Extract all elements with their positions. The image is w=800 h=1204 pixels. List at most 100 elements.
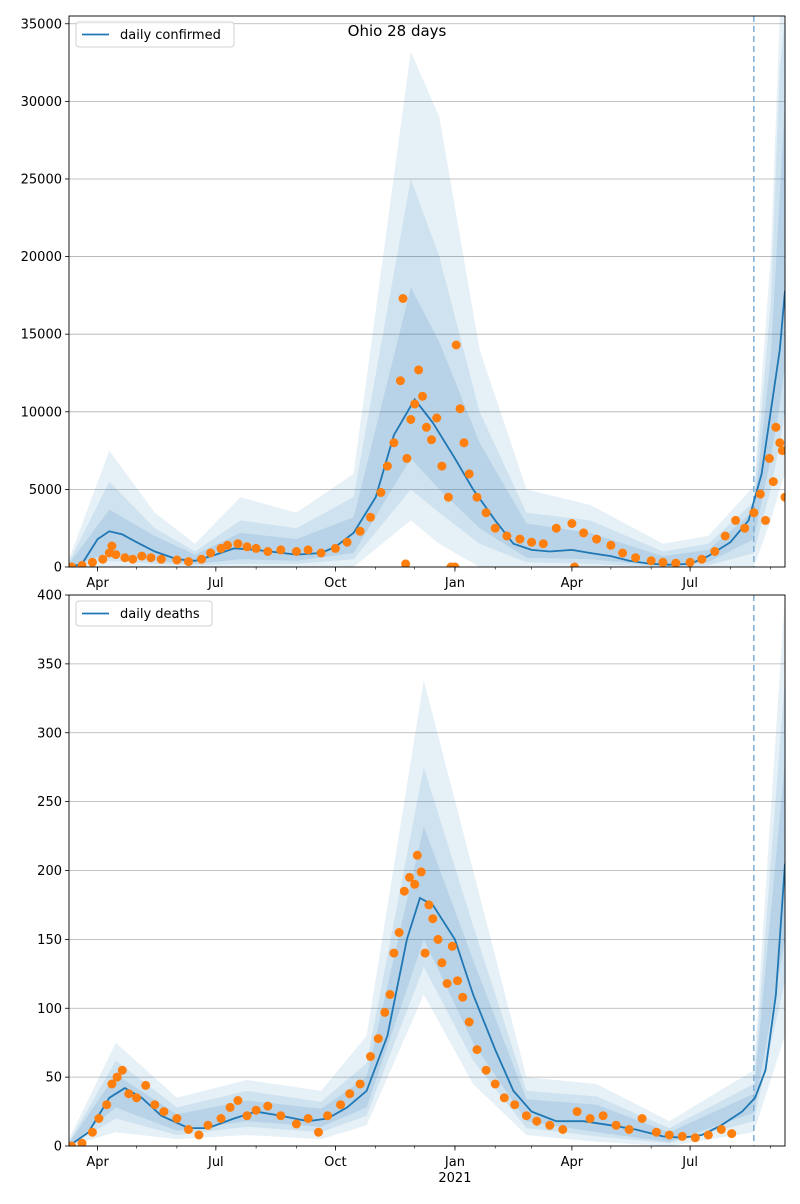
data-point xyxy=(755,489,765,499)
data-point xyxy=(437,461,447,471)
data-point xyxy=(510,1100,520,1110)
data-point xyxy=(291,547,301,556)
data-point xyxy=(395,376,405,386)
legend-label: daily confirmed xyxy=(120,28,221,43)
y-tick-label: 25000 xyxy=(21,172,62,187)
data-point xyxy=(316,548,326,558)
data-point xyxy=(303,1114,313,1123)
data-point xyxy=(551,523,561,533)
data-point xyxy=(112,1072,122,1082)
data-point xyxy=(727,1129,737,1139)
data-point xyxy=(433,934,443,944)
data-point xyxy=(401,559,411,567)
data-point xyxy=(150,1100,160,1110)
legend: daily confirmed xyxy=(75,21,235,48)
y-tick-label: 15000 xyxy=(21,328,62,343)
legend-label: daily deaths xyxy=(120,607,200,622)
data-point xyxy=(515,534,525,544)
data-point xyxy=(107,1079,117,1089)
x-tick-label: Oct xyxy=(324,1155,346,1170)
data-point xyxy=(631,553,641,563)
x-tick-label: Jan xyxy=(444,1155,465,1170)
data-point xyxy=(291,1119,301,1129)
data-point xyxy=(385,990,395,999)
data-point xyxy=(132,1093,142,1103)
data-point xyxy=(716,1125,726,1134)
data-point xyxy=(761,515,770,525)
legend: daily deaths xyxy=(75,600,213,627)
data-point xyxy=(402,453,412,463)
uncertainty-band-inner xyxy=(69,760,785,1146)
data-point xyxy=(206,548,216,558)
data-point xyxy=(420,948,430,958)
data-point xyxy=(251,543,261,553)
data-point xyxy=(592,534,602,544)
data-point xyxy=(611,1120,621,1130)
y-tick-label: 20000 xyxy=(21,250,62,265)
y-tick-label: 350 xyxy=(37,657,62,672)
data-point xyxy=(697,554,707,564)
data-point xyxy=(77,560,87,567)
data-point xyxy=(102,1100,112,1110)
data-point xyxy=(567,519,577,528)
data-point xyxy=(124,1089,134,1099)
data-point xyxy=(366,1052,375,1061)
uncertainty-band-middle xyxy=(69,16,785,567)
y-tick-label: 10000 xyxy=(21,405,62,420)
data-point xyxy=(777,446,785,456)
data-point xyxy=(424,900,434,910)
data-point xyxy=(481,508,491,518)
data-point xyxy=(117,1065,127,1075)
data-point xyxy=(233,539,243,549)
data-point xyxy=(771,422,781,432)
data-point xyxy=(389,438,399,448)
data-point xyxy=(458,992,468,1002)
data-point xyxy=(303,545,313,555)
data-point xyxy=(720,531,730,541)
data-point xyxy=(263,1101,273,1111)
data-point xyxy=(416,867,426,877)
data-point xyxy=(197,554,206,564)
data-point xyxy=(366,512,375,522)
data-point xyxy=(703,1130,713,1140)
data-point xyxy=(87,1127,97,1137)
data-point xyxy=(184,1125,193,1134)
data-point xyxy=(242,542,252,552)
data-point xyxy=(545,1120,555,1130)
x-tick-label: Jul xyxy=(207,1155,224,1170)
data-point xyxy=(490,523,500,533)
data-point xyxy=(472,1045,482,1055)
x-tick-label: Oct xyxy=(324,576,346,591)
data-point xyxy=(710,547,720,556)
data-point xyxy=(355,1079,365,1089)
x-tick-label: Jul xyxy=(207,576,224,591)
data-point xyxy=(410,399,420,409)
data-point xyxy=(382,461,392,471)
data-point xyxy=(572,1107,582,1117)
data-point xyxy=(450,562,460,567)
data-point xyxy=(330,543,340,553)
data-point xyxy=(749,508,759,518)
data-point xyxy=(342,537,352,547)
data-point xyxy=(373,1034,383,1044)
y-tick-label: 35000 xyxy=(21,17,62,32)
data-point xyxy=(472,492,482,502)
data-point xyxy=(453,976,462,986)
data-point xyxy=(156,554,166,564)
data-point xyxy=(570,562,579,567)
chart-title: Ohio 28 days xyxy=(348,22,447,40)
chart-panel-1: 0 5000 10000 15000 20000 25000 30000 35000 Apr Ju… xyxy=(21,15,786,591)
axes-frame xyxy=(68,15,786,568)
data-point xyxy=(406,415,416,424)
data-point xyxy=(87,557,97,567)
data-point xyxy=(355,526,365,536)
data-point xyxy=(194,1130,204,1140)
y-tick-label: 200 xyxy=(37,864,62,879)
uncertainty-band-inner xyxy=(69,101,785,567)
y-tick-label: 0 xyxy=(54,561,62,576)
y-tick-label: 0 xyxy=(54,1140,62,1155)
data-point xyxy=(443,492,453,502)
data-point xyxy=(376,488,386,497)
